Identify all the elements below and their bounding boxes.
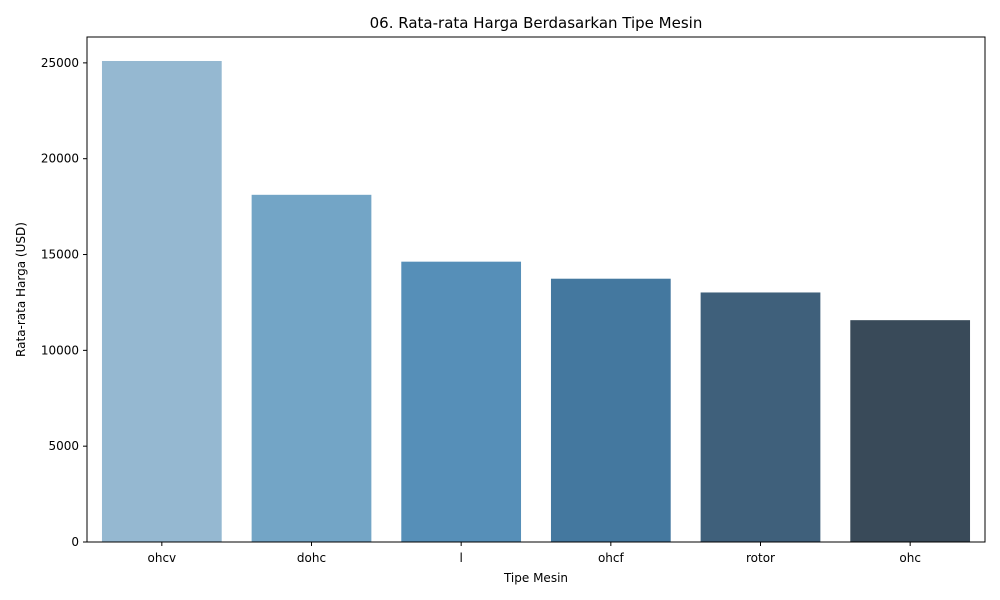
y-tick-label: 25000 — [41, 56, 79, 70]
x-axis-ticks: ohcv dohc l ohcf rotor ohc — [148, 542, 921, 565]
y-tick-label: 5000 — [48, 439, 79, 453]
y-tick-label: 20000 — [41, 152, 79, 166]
x-tick-label: dohc — [297, 551, 326, 565]
y-tick-label: 10000 — [41, 343, 79, 357]
y-axis-ticks: 0 5000 10000 15000 20000 25000 — [41, 56, 87, 549]
chart-title: 06. Rata-rata Harga Berdasarkan Tipe Mes… — [370, 14, 703, 32]
bars-group — [101, 60, 971, 543]
x-tick-label: rotor — [746, 551, 775, 565]
bar-rotor — [700, 292, 821, 542]
x-tick-label: ohc — [899, 551, 921, 565]
y-tick-label: 0 — [71, 535, 79, 549]
bar-l — [401, 261, 522, 542]
bar-ohcf — [550, 278, 671, 542]
y-tick-label: 15000 — [41, 248, 79, 262]
x-tick-label: ohcf — [598, 551, 625, 565]
x-axis-label: Tipe Mesin — [503, 571, 568, 585]
y-axis-label: Rata-rata Harga (USD) — [14, 222, 28, 357]
bar-ohc — [850, 320, 971, 542]
plot-frame — [86, 36, 986, 543]
x-tick-label: ohcv — [148, 551, 177, 565]
bar-dohc — [251, 194, 372, 543]
bar-ohcv — [101, 60, 222, 542]
x-tick-label: l — [459, 551, 462, 565]
